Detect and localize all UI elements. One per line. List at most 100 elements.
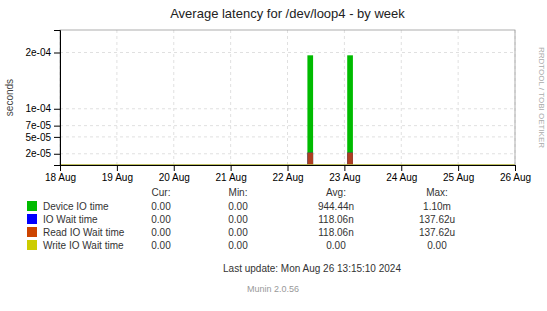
x-tick-mark [174,165,175,171]
x-tick-label: 20 Aug [159,172,190,183]
legend-value: 0.00 [151,227,171,238]
x-tick-label: 19 Aug [102,172,133,183]
x-tick: 26 Aug [500,165,531,183]
legend-label: IO Wait time [43,214,98,225]
legend-header: Max: [426,187,448,198]
x-tick-label: 23 Aug [329,172,360,183]
legend-value: 0.00 [427,240,447,251]
y-tick: 2e-05 [25,148,60,159]
plot-area [60,55,515,165]
legend-value: 0.00 [228,240,248,251]
y-tick-mark [54,53,60,54]
plot-frame [60,30,515,165]
legend-value: 1.10m [423,201,451,212]
y-tick-mark [54,137,60,138]
legend-swatch [27,240,37,250]
x-tick-mark [231,165,232,171]
legend-label: Write IO Wait time [43,240,124,251]
legend-value: 0.00 [228,214,248,225]
x-tick-label: 24 Aug [386,172,417,183]
legend-swatch [27,227,37,237]
y-tick: 2e-04 [25,47,60,58]
legend-value: 0.00 [228,227,248,238]
area-span [347,153,353,165]
y-tick-label: 7e-05 [25,120,51,131]
legend-header: Cur: [152,187,171,198]
legend: Cur: Min: Avg: Max: Device IO time 0.00 0.00 94… [27,187,455,251]
legend-header: Avg: [326,187,346,198]
y-tick-mark [54,109,60,110]
legend-header: Min: [229,187,248,198]
legend-value: 0.00 [228,201,248,212]
x-tick: 20 Aug [159,165,190,183]
title: Average latency for /dev/loop4 - by week [170,6,405,21]
y-axis: 2e-05 5e-057e-05 1e-04 2e-04 [25,31,60,166]
grid-line-x [401,30,402,165]
legend-swatch [27,201,37,211]
annotation: RRDTOOL / TOBI OETIKER [537,47,546,148]
y-tick-label: 2e-04 [25,47,51,58]
legend-value: 118.06n [318,214,353,225]
x-tick-label: 25 Aug [443,172,474,183]
x-tick-mark [401,165,402,171]
y-tick-label: 1e-04 [25,103,51,114]
area-span [307,55,313,165]
area-span [307,153,313,165]
grid-line-y [60,108,515,109]
x-tick-label: 18 Aug [45,172,76,183]
grid [60,30,515,165]
x-tick: 19 Aug [102,165,133,183]
legend-value: 944.44n [318,201,354,212]
x-tick-label: 21 Aug [216,172,247,183]
grid-line-x [116,30,117,165]
series [307,55,353,165]
x-tick-mark [288,165,289,171]
y-tick-mark [54,154,60,155]
x-tick: 21 Aug [216,165,247,183]
grid-line-y [60,52,515,53]
series [307,153,353,165]
x-tick-mark [515,165,516,171]
legend-value: 137.62u [419,214,455,225]
annotation: Last update: Mon Aug 26 13:15:10 2024 [223,263,401,274]
annotation: Munin 2.0.56 [247,284,299,294]
legend-value: 118.06n [318,227,353,238]
grid-line-y [60,125,515,126]
grid-line-x [173,30,174,165]
x-tick: 25 Aug [443,165,474,183]
y-tick: 7e-05 [25,120,60,131]
x-tick: 22 Aug [272,165,303,183]
x-tick-mark [117,165,118,171]
y-tick-mark [54,126,60,127]
x-tick: 24 Aug [386,165,417,183]
grid-line-x [458,30,459,165]
legend-swatch [27,214,37,224]
area-span [347,153,353,165]
y-axis-title: seconds [4,79,15,116]
grid-line-y [60,153,515,154]
legend-value: 0.00 [326,240,346,251]
y-tick-label: 2e-05 [25,148,51,159]
legend-value: 137.62u [419,227,455,238]
legend-value: 0.00 [151,240,171,251]
grid-line-x [230,30,231,165]
area-span [307,153,313,165]
grid-line-x [344,30,345,165]
x-axis-line [61,166,516,172]
legend-value: 0.00 [151,214,171,225]
y-axis-line [54,31,61,166]
chart: Average latency for /dev/loop4 - by week… [0,0,547,311]
x-tick: 23 Aug [329,165,360,183]
series [307,153,353,165]
area-span [347,55,353,165]
legend-label: Read IO Wait time [43,227,125,238]
x-tick-label: 22 Aug [272,172,303,183]
y-tick-label: 5e-05 [25,132,51,143]
x-axis: 18 Aug 19 Aug 20 Aug 21 Aug 22 Aug 23 Aug 24 A… [45,165,531,183]
legend-label: Device IO time [43,201,109,212]
grid-line-x [287,30,288,165]
x-tick-mark [458,165,459,171]
x-tick-mark [344,165,345,171]
x-tick: 18 Aug [45,165,76,183]
y-tick: 5e-05 [25,132,60,143]
